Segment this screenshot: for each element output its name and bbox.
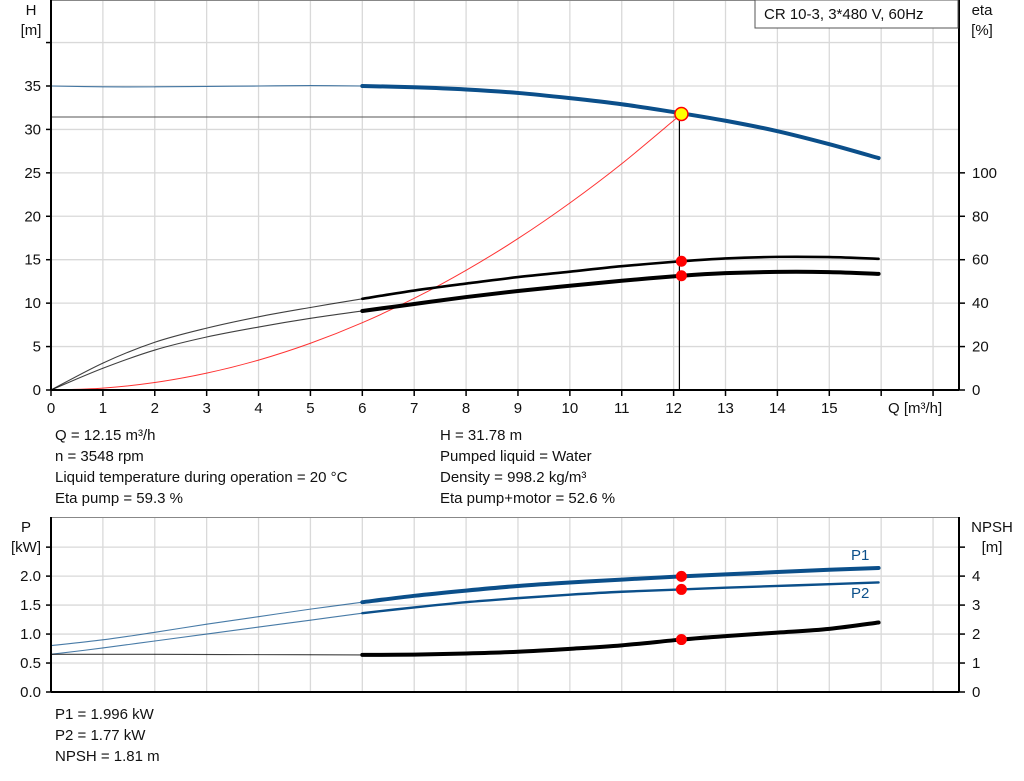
p1-series-label: P1 xyxy=(851,547,869,564)
legend-frame xyxy=(754,0,959,29)
x-tick-label: 10 xyxy=(562,400,579,417)
eta-pump-curve-extrapolated xyxy=(50,298,363,391)
x-tick-label: 0 xyxy=(47,400,55,417)
y-axis-title-left-unit: [m] xyxy=(21,22,42,39)
p1-curve-extrapolated xyxy=(50,601,363,647)
x-tick-label: 2 xyxy=(151,400,159,417)
head-curve xyxy=(360,83,881,161)
upper-info-right: H = 31.78 m Pumped liquid = Water Densit… xyxy=(440,425,615,509)
p2-curve-extrapolated xyxy=(50,612,363,655)
lower-info: P1 = 1.996 kW P2 = 1.77 kW NPSH = 1.81 m xyxy=(55,704,160,767)
y-tick-label-left: 30 xyxy=(24,121,41,138)
x-axis-title: Q [m³/h] xyxy=(888,400,942,417)
p1-curve xyxy=(360,565,881,605)
y-axis-title-right: eta xyxy=(972,2,994,19)
x-tick-label: 14 xyxy=(769,400,786,417)
x-tick-label: 6 xyxy=(358,400,366,417)
info-npsh: NPSH = 1.81 m xyxy=(55,748,160,765)
npsh-axis-title-unit: [m] xyxy=(982,539,1003,556)
eta-pump-curve xyxy=(361,255,880,301)
y-tick-label-left: 15 xyxy=(24,252,41,269)
x-tick-label: 3 xyxy=(202,400,210,417)
npsh-marker xyxy=(675,634,687,646)
eta-pump-marker xyxy=(675,255,687,267)
y-tick-label-right: 3 xyxy=(972,597,980,614)
p2-marker xyxy=(675,583,687,595)
y-tick-label-right: 2 xyxy=(972,626,980,643)
x-tick-label: 9 xyxy=(514,400,522,417)
info-liquid-temperature: Liquid temperature during operation = 20… xyxy=(55,469,348,486)
npsh-curve-extrapolated xyxy=(50,653,363,656)
x-tick-label: 8 xyxy=(462,400,470,417)
operating-point-marker xyxy=(674,106,689,122)
y-tick-label-left: 1.5 xyxy=(20,597,41,614)
head-curve-extrapolated xyxy=(50,85,363,88)
y-tick-label-left: 25 xyxy=(24,165,41,182)
y-tick-label-left: 2.0 xyxy=(20,568,41,585)
y-tick-label-left: 5 xyxy=(33,339,41,356)
p2-curve xyxy=(361,581,880,615)
y-tick-label-left: 0.5 xyxy=(20,655,41,672)
y-tick-label-left: 0.0 xyxy=(20,684,41,701)
eta-pump-motor-curve-extrapolated xyxy=(50,310,363,391)
x-tick-label: 1 xyxy=(99,400,107,417)
y-tick-label-right: 60 xyxy=(972,252,989,269)
x-tick-label: 12 xyxy=(665,400,682,417)
y-tick-label-right: 1 xyxy=(972,655,980,672)
upper-info-left: Q = 12.15 m³/h n = 3548 rpm Liquid tempe… xyxy=(55,425,347,509)
y-tick-label-left: 35 xyxy=(24,78,41,95)
legend-box: CR 10-3, 3*480 V, 60Hz xyxy=(754,0,959,29)
legend-title: CR 10-3, 3*480 V, 60Hz xyxy=(764,6,924,23)
system-curve xyxy=(50,113,682,391)
info-q: Q = 12.15 m³/h xyxy=(55,427,156,444)
y-tick-label-right: 80 xyxy=(972,208,989,225)
eta-pump-motor-marker xyxy=(675,270,687,282)
x-tick-label: 13 xyxy=(717,400,734,417)
x-tick-label: 11 xyxy=(614,400,630,417)
x-tick-label: 4 xyxy=(254,400,262,417)
y-tick-label-right: 20 xyxy=(972,339,989,356)
info-p1: P1 = 1.996 kW xyxy=(55,706,154,723)
y-tick-label-right: 4 xyxy=(972,568,980,585)
x-tick-label: 15 xyxy=(821,400,838,417)
y-tick-label-right: 0 xyxy=(972,684,980,701)
eta-pump-motor-curve xyxy=(360,269,881,313)
p-axis-title-unit: [kW] xyxy=(11,539,41,556)
info-eta-pump-motor: Eta pump+motor = 52.6 % xyxy=(440,490,616,507)
curves: P1 P2 xyxy=(50,83,881,657)
x-tick-label: 7 xyxy=(410,400,418,417)
y-tick-label-left: 0 xyxy=(33,382,41,399)
y-tick-label-right: 40 xyxy=(972,295,989,312)
y-axis-title-right-unit: [%] xyxy=(971,22,993,39)
p2-series-label: P2 xyxy=(851,585,869,602)
y-tick-label-left: 1.0 xyxy=(20,626,41,643)
npsh-axis-title: NPSH xyxy=(971,519,1013,536)
info-speed: n = 3548 rpm xyxy=(55,448,144,465)
y-axis-title-left: H xyxy=(26,2,37,19)
p1-marker xyxy=(675,570,687,582)
y-tick-label-left: 20 xyxy=(24,208,41,225)
info-density: Density = 998.2 kg/m³ xyxy=(440,469,587,486)
y-tick-label-left: 10 xyxy=(24,295,41,312)
x-tick-label: 5 xyxy=(306,400,314,417)
info-head: H = 31.78 m xyxy=(440,427,523,444)
p-axis-title: P xyxy=(21,519,31,536)
info-pumped-liquid: Pumped liquid = Water xyxy=(440,448,592,465)
info-p2: P2 = 1.77 kW xyxy=(55,727,146,744)
info-eta-pump: Eta pump = 59.3 % xyxy=(55,490,183,507)
y-tick-label-right: 100 xyxy=(972,165,997,182)
upper-grid xyxy=(51,0,959,390)
npsh-curve xyxy=(360,620,881,657)
lower-grid xyxy=(51,517,959,692)
y-tick-label-right: 0 xyxy=(972,382,980,399)
